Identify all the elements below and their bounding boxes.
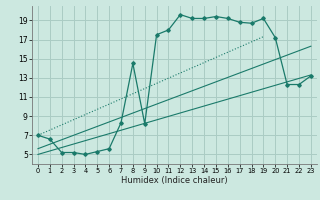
- X-axis label: Humidex (Indice chaleur): Humidex (Indice chaleur): [121, 176, 228, 185]
